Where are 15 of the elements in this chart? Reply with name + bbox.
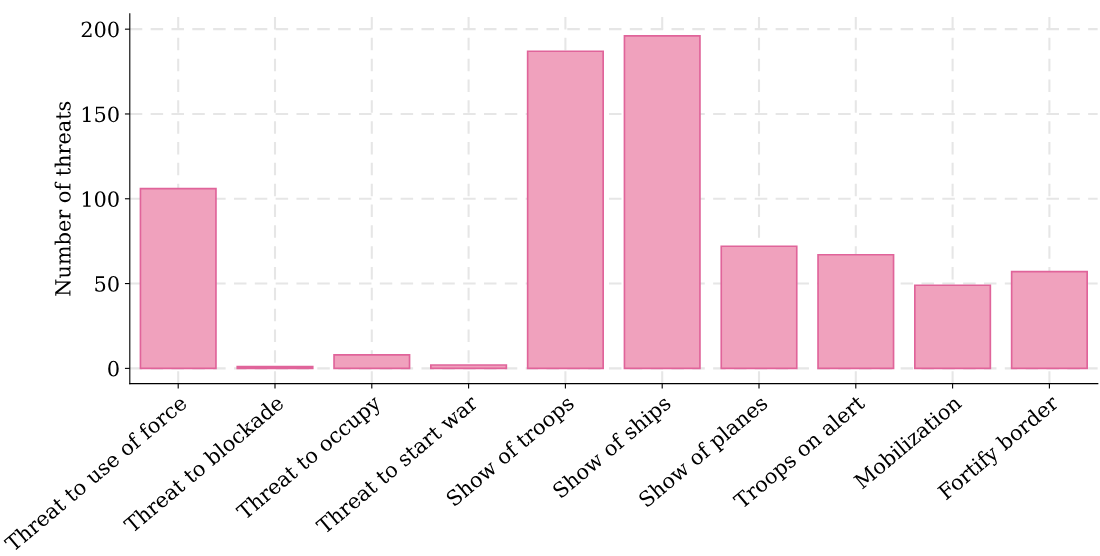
- bar: [817, 253, 895, 370]
- bar: [430, 364, 508, 370]
- bar: [914, 284, 992, 370]
- bar: [139, 187, 217, 370]
- y-tick-label: 200: [81, 21, 119, 38]
- y-tick-label: 100: [82, 191, 119, 207]
- bar: [720, 245, 798, 370]
- y-tick-label: 0: [108, 360, 119, 377]
- y-tick-label: 50: [95, 276, 119, 292]
- y-tick-label: 150: [82, 106, 119, 123]
- bar: [526, 50, 604, 370]
- bar: [623, 35, 701, 370]
- bar: [333, 353, 411, 370]
- y-axis-title: Number of threats: [54, 101, 71, 296]
- bar: [1010, 270, 1088, 370]
